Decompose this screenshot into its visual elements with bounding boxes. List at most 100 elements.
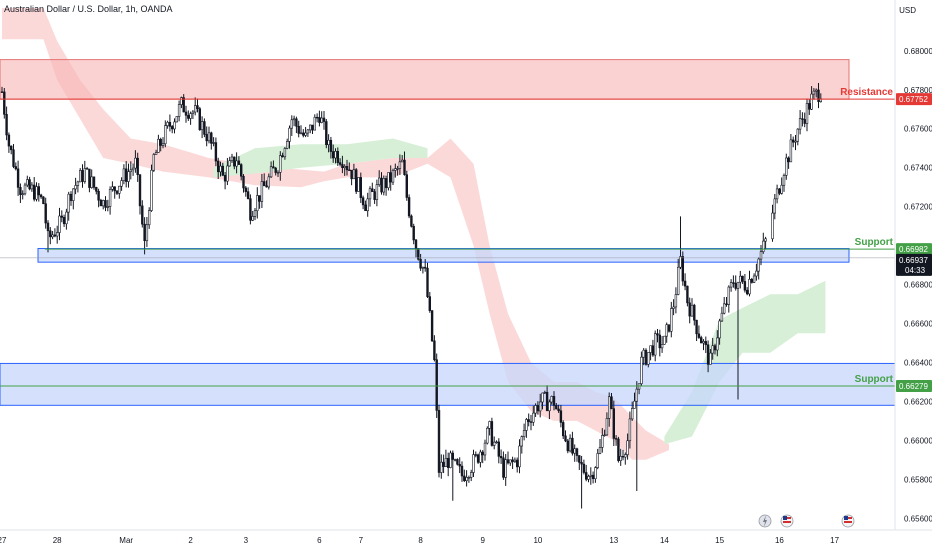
candle [789, 134, 793, 163]
candle-body [541, 392, 544, 403]
candle [108, 186, 112, 215]
candle-body [251, 216, 254, 221]
candle [513, 457, 517, 463]
time-axis[interactable]: 27 28 Mar 2 3 6 7 8 9 10 13 14 15 16 17 [0, 536, 840, 545]
candle-body [23, 184, 27, 195]
candle [242, 174, 245, 193]
candle-body [348, 169, 351, 171]
candle-body [764, 238, 767, 242]
candle-body [396, 168, 399, 170]
candle [720, 306, 724, 322]
candle-body [686, 285, 689, 304]
candle-body [173, 121, 176, 130]
candle [725, 297, 728, 307]
candle-body [518, 445, 521, 468]
candle [640, 351, 643, 386]
candle-body [817, 89, 820, 102]
candle-body [543, 391, 547, 394]
time-tick-label: 7 [359, 536, 364, 545]
candle [217, 157, 220, 179]
price-axis[interactable]: 0.68000 0.67800 0.67600 0.67400 0.67200 0.668… [904, 47, 932, 523]
candle-body [732, 282, 735, 284]
candle [757, 257, 760, 280]
candle [490, 417, 494, 447]
candle [607, 392, 611, 427]
candle-body [74, 185, 77, 190]
candle-body [318, 117, 321, 123]
candle-body [660, 344, 664, 349]
candle [81, 164, 84, 188]
candle [502, 451, 505, 480]
candle [711, 337, 714, 360]
candle-body [58, 215, 61, 233]
candle-body [598, 447, 602, 454]
candle [389, 165, 392, 191]
candle [221, 162, 224, 177]
price-tick-label: 0.65600 [904, 514, 932, 523]
candle-body [810, 93, 813, 110]
candle [511, 456, 514, 469]
candle [299, 125, 303, 135]
candle [382, 175, 385, 196]
candle [168, 114, 172, 132]
candle-body [640, 356, 643, 384]
candle [375, 179, 379, 207]
candle-body [511, 459, 514, 462]
candle [801, 112, 804, 127]
candle-body [626, 440, 629, 455]
candle-body [545, 391, 549, 412]
candle [566, 438, 570, 454]
candle-body [584, 472, 588, 480]
candle [472, 449, 475, 477]
candle [520, 435, 524, 454]
candle [419, 253, 422, 271]
currency-label: USD [899, 6, 916, 15]
candle [626, 433, 629, 460]
support-zone-lower [0, 362, 896, 406]
candle-body [240, 164, 243, 177]
candle [693, 303, 696, 326]
candle-body [437, 410, 441, 473]
candle-body [308, 124, 312, 131]
candle [647, 352, 650, 368]
candle [808, 99, 811, 115]
candle-body [102, 200, 105, 207]
candle [53, 228, 57, 238]
candle [805, 98, 809, 132]
candle-body [709, 352, 712, 365]
candle-body [394, 168, 397, 171]
candle [74, 177, 77, 195]
candle [152, 153, 155, 172]
candle [308, 124, 312, 134]
candle [35, 182, 38, 202]
candle [791, 136, 795, 148]
candle-body [297, 125, 300, 134]
candle-body [695, 319, 698, 335]
candle-body [773, 198, 777, 214]
support-lower-price-tag-bg [896, 380, 932, 393]
candle-body [718, 320, 721, 339]
candle [154, 149, 158, 155]
time-tick-label: 8 [418, 536, 423, 545]
candle [79, 168, 82, 183]
candle [430, 310, 434, 343]
candle-body [587, 476, 590, 480]
candle [95, 186, 98, 195]
candle-body [143, 223, 146, 242]
candle [681, 251, 685, 286]
candle-body [410, 215, 413, 227]
candle [338, 158, 342, 167]
candle [617, 436, 620, 463]
candle-body [55, 232, 59, 237]
candle [676, 258, 680, 296]
candle-body [548, 401, 551, 412]
candle [575, 447, 579, 462]
candle [173, 118, 176, 134]
candle [7, 132, 11, 153]
candle [269, 161, 273, 179]
candle-body [16, 168, 20, 188]
candle-body [582, 463, 586, 473]
candle-body [129, 169, 132, 172]
